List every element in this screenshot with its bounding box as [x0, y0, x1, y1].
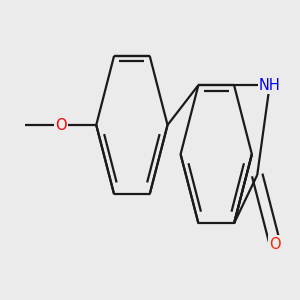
- Text: NH: NH: [259, 78, 280, 93]
- Text: O: O: [55, 118, 66, 133]
- Text: O: O: [269, 237, 281, 252]
